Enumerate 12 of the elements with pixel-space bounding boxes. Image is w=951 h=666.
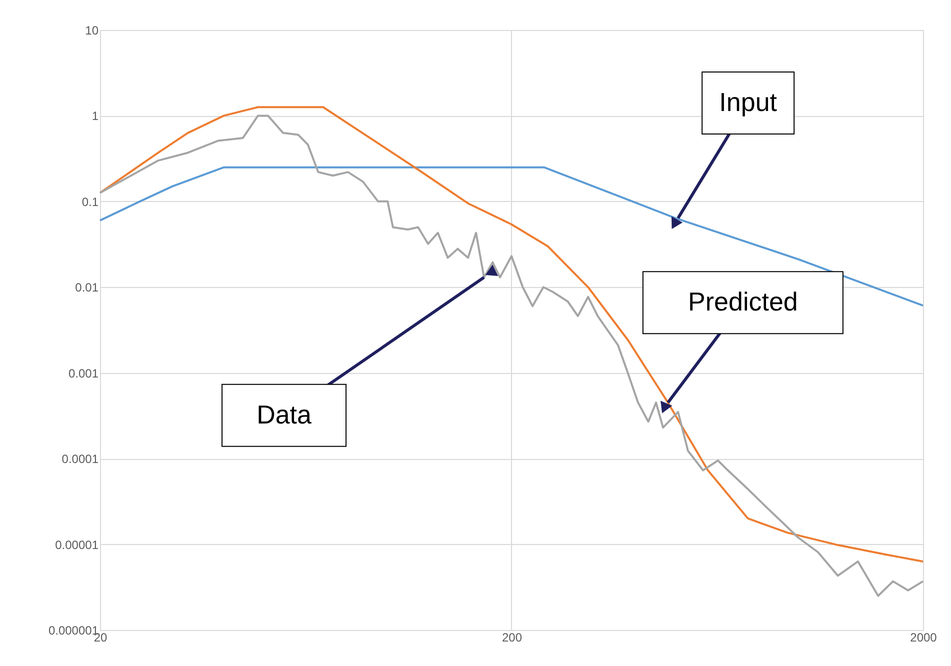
annotation: Predicted <box>688 286 798 317</box>
x-tick-label: 200 <box>502 630 522 644</box>
y-tick-label: 1 <box>92 109 99 124</box>
y-tick-label: 0.001 <box>68 366 99 380</box>
y-tick-label: 10 <box>85 24 99 38</box>
y-tick-label: 0.01 <box>75 280 99 295</box>
y-tick-label: 0.0001 <box>62 452 99 466</box>
y-tick-label: 0.1 <box>82 194 99 209</box>
annotation: Data <box>256 399 312 430</box>
x-tick-label: 2000 <box>910 630 938 644</box>
y-tick-label: 0.00001 <box>55 538 99 552</box>
annotation: Input <box>719 87 778 118</box>
